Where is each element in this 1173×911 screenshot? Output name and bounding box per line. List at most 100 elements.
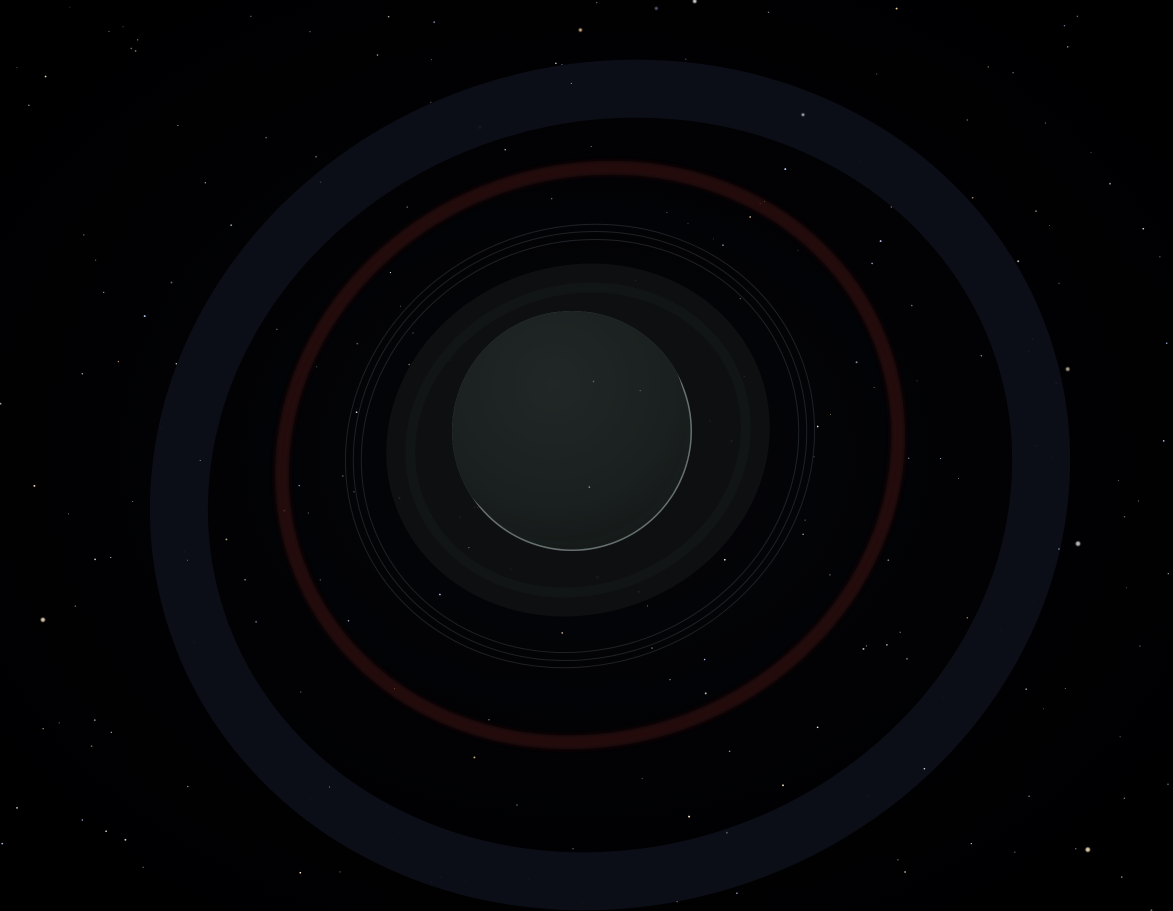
star (813, 456, 815, 458)
star (255, 620, 258, 623)
star (177, 124, 179, 127)
star (504, 149, 506, 151)
star (887, 559, 890, 562)
star (1076, 15, 1079, 18)
star (829, 574, 831, 576)
star (596, 1, 598, 4)
star (342, 475, 344, 477)
star (276, 328, 278, 331)
star (1044, 122, 1046, 124)
star (1167, 783, 1169, 785)
star (1162, 440, 1165, 442)
star (412, 332, 414, 334)
star (1058, 282, 1060, 284)
star (356, 342, 359, 345)
star (830, 413, 831, 415)
star (666, 212, 668, 213)
star (225, 538, 228, 541)
star (320, 181, 322, 183)
star (488, 719, 490, 721)
star (957, 478, 960, 480)
star (1017, 260, 1020, 263)
star (132, 501, 134, 502)
star (387, 15, 390, 18)
star (40, 617, 46, 622)
star (328, 786, 331, 788)
star (124, 838, 127, 841)
star (1035, 210, 1037, 212)
star (122, 26, 124, 28)
star (802, 533, 804, 535)
star (95, 259, 97, 261)
star (687, 222, 689, 224)
star (44, 75, 47, 78)
star (578, 28, 582, 32)
star (1167, 573, 1169, 575)
star (230, 224, 233, 227)
star (897, 859, 899, 861)
star (1025, 688, 1027, 690)
star (1117, 479, 1119, 482)
red-ring (274, 160, 906, 750)
star (561, 632, 563, 634)
star (108, 30, 110, 32)
star (886, 644, 888, 646)
star (639, 390, 641, 392)
star (1067, 46, 1069, 48)
star (33, 484, 36, 487)
star (555, 62, 557, 65)
star (394, 688, 396, 690)
star (916, 380, 918, 382)
star (315, 155, 318, 158)
star (110, 556, 112, 558)
star (93, 719, 96, 721)
star (987, 66, 989, 68)
star (873, 386, 875, 388)
star (1063, 25, 1066, 27)
star (1139, 645, 1141, 647)
star (316, 366, 318, 368)
star (0, 402, 2, 405)
star (81, 373, 84, 375)
star (74, 605, 77, 607)
star (187, 559, 188, 561)
star (980, 355, 982, 357)
star (105, 830, 107, 833)
star (797, 249, 799, 251)
star (739, 297, 742, 300)
star (855, 361, 858, 364)
star (590, 145, 592, 148)
star (1085, 847, 1091, 852)
star (688, 815, 691, 818)
star (908, 457, 910, 459)
star (117, 360, 120, 363)
star (1028, 795, 1030, 797)
star (199, 459, 201, 461)
star (801, 113, 805, 117)
star (551, 198, 553, 200)
star (42, 728, 44, 730)
star (137, 39, 139, 41)
star (871, 262, 873, 265)
star (1012, 72, 1014, 74)
star (876, 73, 878, 75)
star (244, 578, 246, 581)
star (570, 82, 572, 84)
star (782, 784, 784, 787)
star (94, 558, 96, 561)
star (1137, 500, 1139, 502)
star (299, 871, 302, 874)
star (1123, 515, 1126, 518)
star (347, 620, 350, 622)
star (376, 54, 379, 56)
star (516, 804, 518, 806)
star (966, 119, 968, 121)
star (319, 579, 321, 581)
star (723, 558, 726, 561)
star (804, 519, 806, 521)
star (725, 831, 728, 834)
star (895, 7, 898, 10)
star (904, 871, 907, 873)
star (170, 281, 173, 284)
